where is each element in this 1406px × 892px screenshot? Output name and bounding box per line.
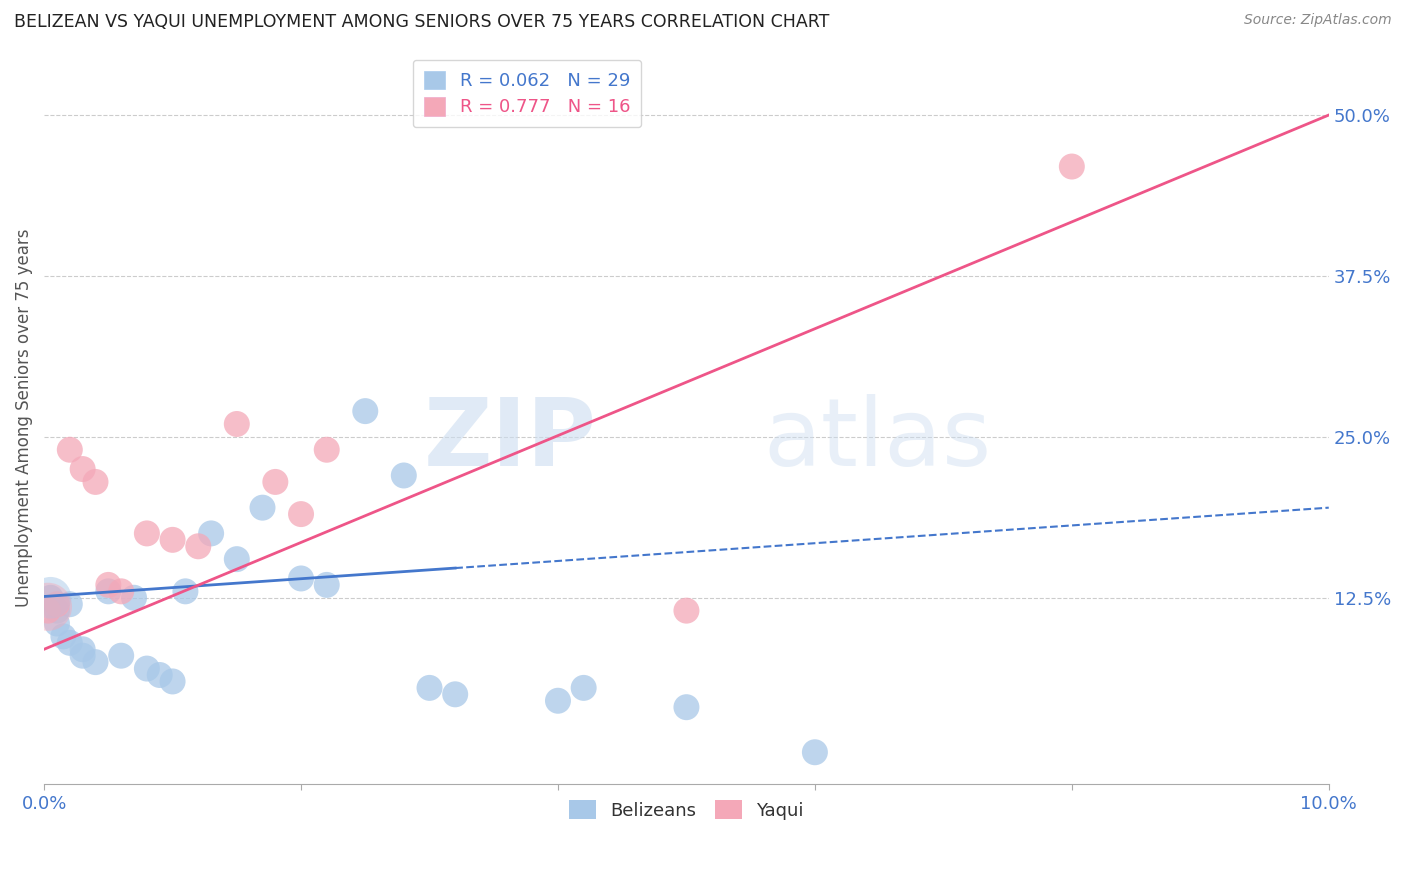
Point xyxy=(675,700,697,714)
Point xyxy=(572,681,595,695)
Point xyxy=(110,584,132,599)
Point xyxy=(135,662,157,676)
Point xyxy=(37,604,59,618)
Point xyxy=(97,578,120,592)
Point xyxy=(37,599,59,614)
Point xyxy=(290,572,312,586)
Point xyxy=(315,578,337,592)
Point xyxy=(264,475,287,489)
Point xyxy=(39,591,62,605)
Point xyxy=(122,591,145,605)
Point xyxy=(200,526,222,541)
Point xyxy=(72,648,94,663)
Point xyxy=(675,604,697,618)
Point xyxy=(84,655,107,669)
Point xyxy=(135,526,157,541)
Point xyxy=(46,604,69,618)
Text: ZIP: ZIP xyxy=(423,393,596,485)
Text: BELIZEAN VS YAQUI UNEMPLOYMENT AMONG SENIORS OVER 75 YEARS CORRELATION CHART: BELIZEAN VS YAQUI UNEMPLOYMENT AMONG SEN… xyxy=(14,13,830,31)
Point xyxy=(84,475,107,489)
Point xyxy=(418,681,440,695)
Point xyxy=(72,462,94,476)
Point xyxy=(1060,160,1083,174)
Point xyxy=(174,584,197,599)
Point xyxy=(72,642,94,657)
Point xyxy=(52,629,75,643)
Point xyxy=(59,636,82,650)
Point xyxy=(252,500,274,515)
Point xyxy=(354,404,377,418)
Point xyxy=(46,597,69,611)
Y-axis label: Unemployment Among Seniors over 75 years: Unemployment Among Seniors over 75 years xyxy=(15,228,32,607)
Point xyxy=(59,442,82,457)
Point xyxy=(162,674,184,689)
Point xyxy=(59,597,82,611)
Point xyxy=(46,616,69,631)
Point xyxy=(225,417,247,431)
Point xyxy=(804,745,827,759)
Text: atlas: atlas xyxy=(763,393,991,485)
Point xyxy=(444,687,467,701)
Point xyxy=(315,442,337,457)
Legend: Belizeans, Yaqui: Belizeans, Yaqui xyxy=(562,793,811,827)
Point xyxy=(290,507,312,521)
Text: Source: ZipAtlas.com: Source: ZipAtlas.com xyxy=(1244,13,1392,28)
Point xyxy=(97,584,120,599)
Point xyxy=(547,694,569,708)
Point xyxy=(39,591,62,605)
Point xyxy=(392,468,415,483)
Point xyxy=(225,552,247,566)
Point xyxy=(110,648,132,663)
Point xyxy=(187,539,209,553)
Point xyxy=(162,533,184,547)
Point xyxy=(149,668,172,682)
